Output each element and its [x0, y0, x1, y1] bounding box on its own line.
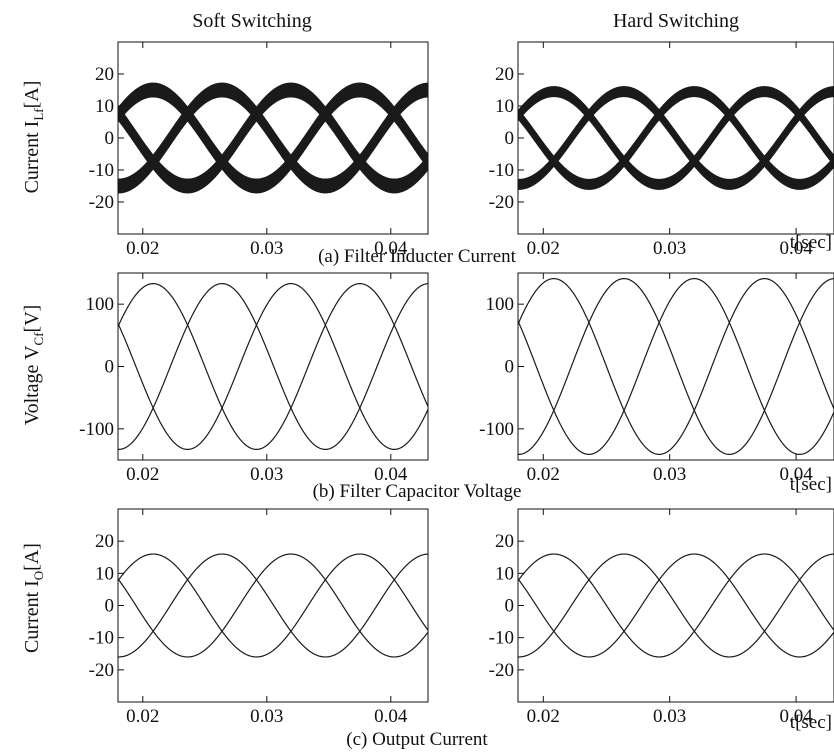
- ylabel-b: Voltage VCf[V]: [21, 305, 46, 426]
- panel-c-hard: 0.02 0.03 0.04 20 10 0 -10 -20: [489, 508, 834, 727]
- series-phase-2: [118, 553, 428, 658]
- y-tick-label: -20: [489, 192, 514, 213]
- series-phase-2: [518, 278, 834, 455]
- y-tick-label: -10: [89, 160, 114, 181]
- series-phase-3: [518, 86, 834, 190]
- x-tick-label: 0.03: [250, 706, 283, 727]
- time-unit-label-a: t[sec]: [790, 232, 832, 253]
- series-phase-3: [118, 82, 428, 194]
- y-tick-label: -20: [89, 660, 114, 681]
- ylabel-a: Current ILf[A]: [21, 81, 46, 194]
- y-tick-label: 0: [105, 357, 115, 378]
- y-tick-label: -10: [489, 160, 514, 181]
- caption-c: (c) Output Current: [346, 729, 488, 750]
- y-tick-label: 100: [86, 294, 115, 315]
- x-tick-label: 0.02: [527, 706, 560, 727]
- time-unit-label-b: t[sec]: [790, 474, 832, 495]
- x-tick-label: 0.04: [374, 238, 408, 259]
- series-phase-2: [518, 86, 834, 190]
- panel-c-soft: 0.02 0.03 0.04 20 10 0 -10 -20: [89, 508, 429, 727]
- series-phase-2: [118, 283, 428, 450]
- series-phase-2: [118, 82, 428, 194]
- y-tick-label: -20: [89, 192, 114, 213]
- series-phase-1: [518, 553, 834, 658]
- y-tick-label: 0: [505, 596, 515, 617]
- y-tick-label: 10: [495, 563, 514, 584]
- y-tick-label: 0: [105, 128, 115, 149]
- y-tick-label: -100: [479, 419, 514, 440]
- y-tick-label: -20: [489, 660, 514, 681]
- y-tick-label: 20: [495, 64, 514, 85]
- y-tick-label: 10: [95, 563, 114, 584]
- y-tick-label: 0: [105, 596, 115, 617]
- x-tick-label: 0.02: [527, 238, 560, 259]
- x-tick-label: 0.02: [126, 238, 159, 259]
- x-tick-label: 0.02: [126, 706, 159, 727]
- y-tick-label: 20: [495, 531, 514, 552]
- y-tick-label: 100: [486, 294, 515, 315]
- panel-a-soft: 0.02 0.03 0.04 20 10 0 -10 -20: [89, 41, 429, 259]
- x-tick-label: 0.04: [779, 706, 813, 727]
- y-tick-label: 20: [95, 64, 114, 85]
- series-phase-3: [518, 553, 834, 658]
- series-phase-3: [118, 553, 428, 658]
- caption-b: (b) Filter Capacitor Voltage: [313, 481, 522, 502]
- time-unit-label-c: t[sec]: [790, 712, 832, 733]
- x-tick-label: 0.03: [653, 464, 686, 485]
- x-tick-label: 0.03: [653, 706, 686, 727]
- panel-a-hard: 0.02 0.03 0.04 20 10 0 -10 -20: [489, 41, 834, 259]
- series-phase-3: [518, 278, 834, 455]
- x-tick-label: 0.02: [126, 464, 159, 485]
- y-tick-label: -10: [489, 628, 514, 649]
- y-tick-label: 0: [505, 128, 515, 149]
- y-tick-label: 0: [505, 357, 515, 378]
- series-phase-1: [118, 283, 428, 450]
- x-tick-label: 0.04: [374, 464, 408, 485]
- series-phase-3: [118, 283, 428, 450]
- y-tick-label: -100: [79, 419, 114, 440]
- ylabel-c: Current IO[A]: [21, 543, 46, 653]
- x-tick-label: 0.04: [779, 238, 813, 259]
- series-phase-2: [518, 553, 834, 658]
- y-tick-label: 10: [495, 96, 514, 117]
- x-tick-label: 0.02: [527, 464, 560, 485]
- x-tick-label: 0.04: [374, 706, 408, 727]
- y-tick-label: 20: [95, 531, 114, 552]
- y-tick-label: 10: [95, 96, 114, 117]
- plot-frame: [517, 272, 834, 461]
- panel-b-hard: 0.02 0.03 0.04 100 0 -100: [479, 272, 834, 485]
- x-tick-label: 0.03: [250, 238, 283, 259]
- caption-a: (a) Filter Inducter Current: [318, 246, 517, 267]
- x-tick-label: 0.03: [653, 238, 686, 259]
- column-title-hard: Hard Switching: [613, 10, 739, 32]
- x-tick-label: 0.03: [250, 464, 283, 485]
- column-title-soft: Soft Switching: [192, 10, 311, 32]
- series-phase-1: [518, 278, 834, 455]
- series-phase-1: [118, 553, 428, 658]
- x-tick-label: 0.04: [779, 464, 813, 485]
- panel-b-soft: 0.02 0.03 0.04 100 0 -100: [79, 272, 429, 485]
- y-tick-label: -10: [89, 628, 114, 649]
